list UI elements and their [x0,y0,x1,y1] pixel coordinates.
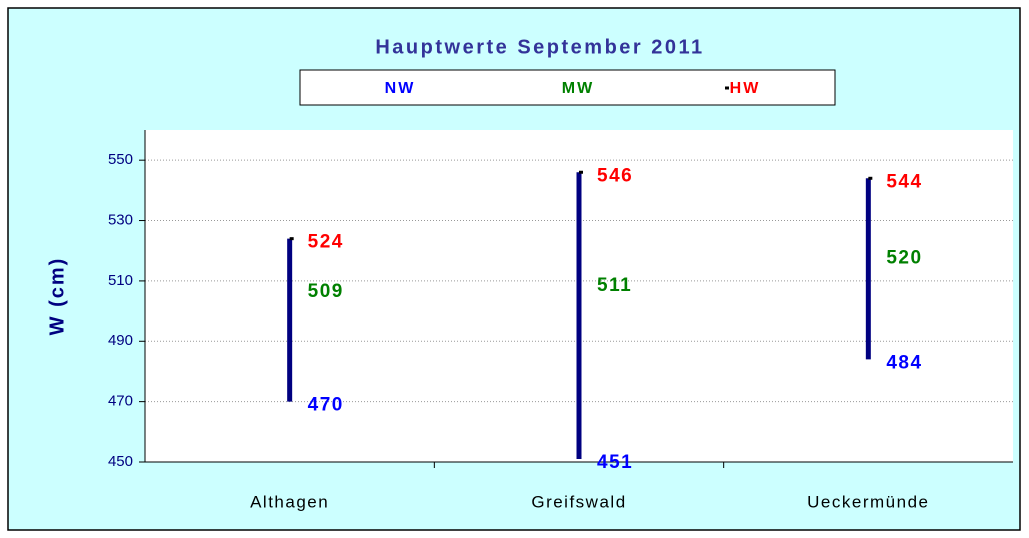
y-tick-label: 470 [108,393,133,410]
value-label: 524 [308,232,344,253]
chart-title: Hauptwerte September 2011 [375,36,704,58]
value-label: 451 [597,452,633,473]
value-label: 470 [308,395,344,416]
value-label: 509 [308,281,344,302]
legend-label: HW [730,80,761,97]
y-tick-label: 550 [108,151,133,168]
value-label: 520 [886,248,922,269]
y-tick-label: 530 [108,212,133,229]
y-tick-label: 510 [108,272,133,289]
y-axis-label: W (cm) [46,257,68,336]
y-tick-label: 490 [108,332,133,349]
legend-label: MW [562,80,594,97]
value-label: 484 [886,352,922,373]
value-label: 546 [597,165,633,186]
legend-label: NW [385,80,416,97]
x-tick-label: Althagen [250,492,329,511]
legend-box [299,69,836,106]
y-tick-label: 450 [108,453,133,470]
x-tick-label: Ueckermünde [807,492,929,511]
value-label: 544 [886,171,922,192]
x-tick-label: Greifswald [531,492,626,511]
value-label: 511 [597,275,632,296]
